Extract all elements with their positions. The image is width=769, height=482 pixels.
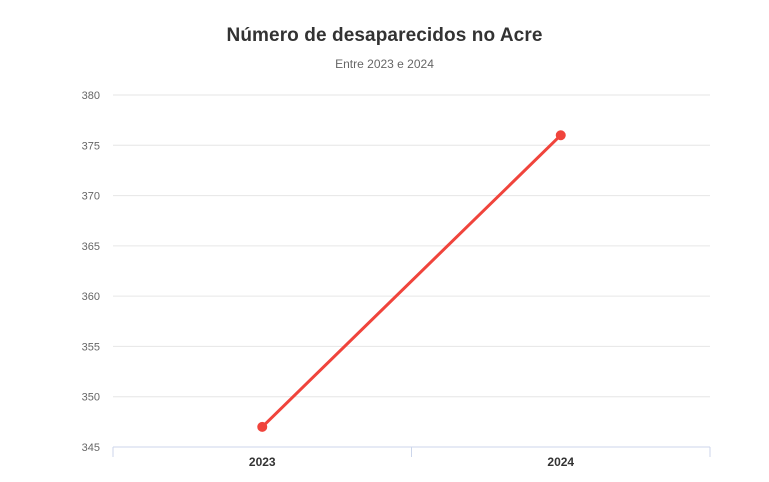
series-line	[260, 133, 563, 429]
y-axis-tick-label: 365	[82, 241, 100, 253]
y-axis-tick-label: 345	[82, 442, 100, 454]
chart-subtitle: Entre 2023 e 2024	[335, 57, 434, 71]
data-point[interactable]	[555, 130, 566, 141]
y-axis-tick-label: 355	[82, 341, 100, 353]
y-axis-tick-label: 375	[82, 140, 100, 152]
x-axis-label: 2023	[249, 455, 276, 469]
y-axis-tick-label: 360	[82, 291, 100, 303]
y-axis-tick-label: 350	[82, 392, 100, 404]
data-point[interactable]	[257, 421, 268, 432]
y-axis-tick-label: 370	[82, 191, 100, 203]
chart-title: Número de desaparecidos no Acre	[226, 25, 543, 46]
y-axis-tick-label: 380	[82, 90, 100, 102]
x-axis-label: 2024	[547, 455, 574, 469]
